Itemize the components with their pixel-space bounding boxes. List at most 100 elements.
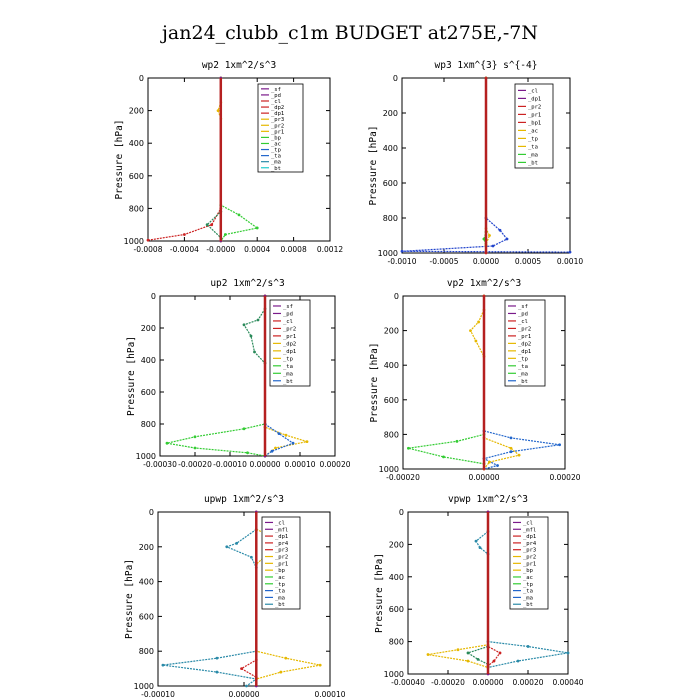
legend-label: _tp xyxy=(518,356,528,362)
series-point xyxy=(442,455,445,459)
series-point xyxy=(469,329,472,332)
y-tick-label: 600 xyxy=(383,179,398,188)
legend-label: _ac xyxy=(523,575,533,581)
legend-label: _cl xyxy=(518,319,528,325)
x-tick-label: 0.00010 xyxy=(314,690,345,699)
series-point xyxy=(509,446,513,450)
series-point xyxy=(305,440,309,443)
series-point xyxy=(478,546,482,550)
series-line xyxy=(147,78,222,241)
plot-title: vpwp 1xm^2/s^3 xyxy=(448,494,528,505)
legend-label: _dp2 xyxy=(518,341,531,347)
series-line xyxy=(408,296,485,465)
y-axis-label: Pressure [hPa] xyxy=(369,342,380,422)
series-point xyxy=(277,432,281,435)
series-point xyxy=(242,427,246,431)
plot-title: wp3 1xm^{3} s^{-4} xyxy=(435,60,538,71)
series-point xyxy=(509,450,513,454)
series-point xyxy=(426,653,430,656)
legend-label: _dp1 xyxy=(283,349,296,355)
legend-label: _ta xyxy=(518,364,528,370)
legend-label: _pr2 xyxy=(271,123,284,129)
series-point xyxy=(193,435,197,439)
plot-title: wp2 1xm^2/s^3 xyxy=(202,60,276,71)
series-point xyxy=(492,659,496,663)
y-tick-label: 800 xyxy=(389,638,404,647)
legend-label: _pr1 xyxy=(271,129,284,135)
series-point xyxy=(505,237,509,241)
series-point xyxy=(249,334,253,338)
legend-label: _dp1 xyxy=(275,534,288,540)
series-point xyxy=(496,464,499,467)
legend-label: _bt xyxy=(523,602,533,608)
series-point xyxy=(235,541,239,545)
y-tick-label: 200 xyxy=(383,109,398,118)
y-tick-label: 800 xyxy=(141,420,156,429)
series-point xyxy=(240,667,243,670)
legend-label: _dp2 xyxy=(283,341,296,347)
legend-label: _mfl xyxy=(275,527,288,533)
x-tick-label: -0.0010 xyxy=(388,257,417,266)
legend-label: _tp xyxy=(275,582,285,588)
legend-label: _ac xyxy=(528,128,538,134)
x-tick-label: 0.00020 xyxy=(549,473,580,482)
y-tick-label: 800 xyxy=(139,647,154,656)
series-point xyxy=(270,449,274,453)
legend-label: _pr1 xyxy=(283,334,296,340)
x-tick-label: -0.00010 xyxy=(141,690,175,699)
legend-box xyxy=(504,299,546,387)
legend-label: _ma xyxy=(528,152,538,158)
legend-label: _ma xyxy=(518,371,528,377)
legend-label: _dp1 xyxy=(518,349,531,355)
series-point xyxy=(400,249,404,253)
series-point xyxy=(291,441,295,445)
series-point xyxy=(466,659,470,663)
series-point xyxy=(566,651,570,655)
series-point xyxy=(474,539,478,543)
series-point xyxy=(279,670,283,674)
series-point xyxy=(183,233,186,236)
x-tick-label: 0.0010 xyxy=(557,257,583,266)
legend-label: _ta xyxy=(271,154,281,160)
series-point xyxy=(526,645,530,648)
y-tick-label: 600 xyxy=(384,396,399,405)
y-tick-label: 600 xyxy=(389,605,404,614)
series-point xyxy=(223,233,227,236)
y-tick-label: 0 xyxy=(139,74,144,83)
y-tick-label: 0 xyxy=(151,292,156,301)
legend-label: _sf xyxy=(518,304,528,310)
series-line xyxy=(469,309,485,357)
series-point xyxy=(558,443,561,447)
legend-label: _cl xyxy=(523,520,533,526)
y-tick-label: 200 xyxy=(389,540,404,549)
series-point xyxy=(509,436,513,440)
legend-label: _ta xyxy=(523,589,533,595)
series-point xyxy=(215,670,219,674)
series-point xyxy=(284,656,288,660)
series-point xyxy=(476,658,480,661)
legend-label: _ac xyxy=(271,141,281,147)
y-tick-label: 1000 xyxy=(124,237,144,246)
series-point xyxy=(488,234,491,237)
legend-label: _pd xyxy=(271,93,281,99)
legend-label: _cl xyxy=(275,520,285,526)
x-tick-label: -0.0005 xyxy=(430,257,459,266)
series-point xyxy=(245,684,248,688)
x-tick-label: 0.0004 xyxy=(244,245,270,254)
legend-label: _tp xyxy=(528,136,538,142)
series-point xyxy=(210,223,214,227)
legend-label: _ma xyxy=(275,595,285,601)
legend-label: _pr2 xyxy=(528,104,541,110)
series-point xyxy=(146,238,150,242)
legend-label: _pr2 xyxy=(275,555,288,561)
legend-label: _ta xyxy=(283,364,293,370)
legend-label: _ta xyxy=(528,144,538,150)
series-point xyxy=(161,663,165,667)
series-point xyxy=(456,648,460,652)
legend-label: _dp1 xyxy=(271,111,284,117)
series-line xyxy=(240,512,257,678)
series-point xyxy=(477,320,480,324)
x-tick-label: -0.00020 xyxy=(386,473,420,482)
legend-label: _pd xyxy=(283,311,293,317)
